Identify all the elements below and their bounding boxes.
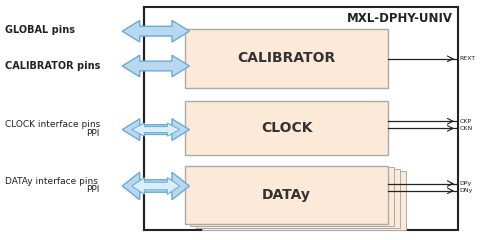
Text: CALIBRATOR pins: CALIBRATOR pins — [5, 61, 100, 71]
Text: CLOCK: CLOCK — [261, 121, 312, 135]
Text: MXL-DPHY-UNIV: MXL-DPHY-UNIV — [347, 12, 453, 25]
Text: CKN: CKN — [459, 126, 473, 131]
Text: REXT: REXT — [459, 56, 476, 61]
Bar — [185, 166, 388, 224]
Bar — [191, 167, 394, 226]
Polygon shape — [122, 20, 190, 42]
Bar — [196, 169, 400, 228]
Bar — [202, 171, 406, 230]
Text: DPy: DPy — [459, 181, 472, 186]
Bar — [185, 101, 388, 155]
Text: DATAy interface pins: DATAy interface pins — [5, 177, 97, 186]
Text: DNy: DNy — [459, 188, 473, 193]
Polygon shape — [122, 55, 190, 77]
Text: DATAy: DATAy — [262, 188, 311, 202]
Text: GLOBAL pins: GLOBAL pins — [5, 25, 75, 35]
Bar — [185, 29, 388, 88]
Text: CALIBRATOR: CALIBRATOR — [238, 51, 336, 65]
Polygon shape — [122, 172, 190, 200]
Polygon shape — [132, 123, 180, 136]
Text: CKP: CKP — [459, 119, 471, 124]
Text: PPI: PPI — [86, 129, 100, 138]
Text: CLOCK interface pins: CLOCK interface pins — [5, 120, 100, 129]
Polygon shape — [122, 119, 190, 140]
Polygon shape — [132, 178, 180, 194]
Text: PPI: PPI — [86, 185, 100, 194]
Bar — [144, 7, 458, 230]
